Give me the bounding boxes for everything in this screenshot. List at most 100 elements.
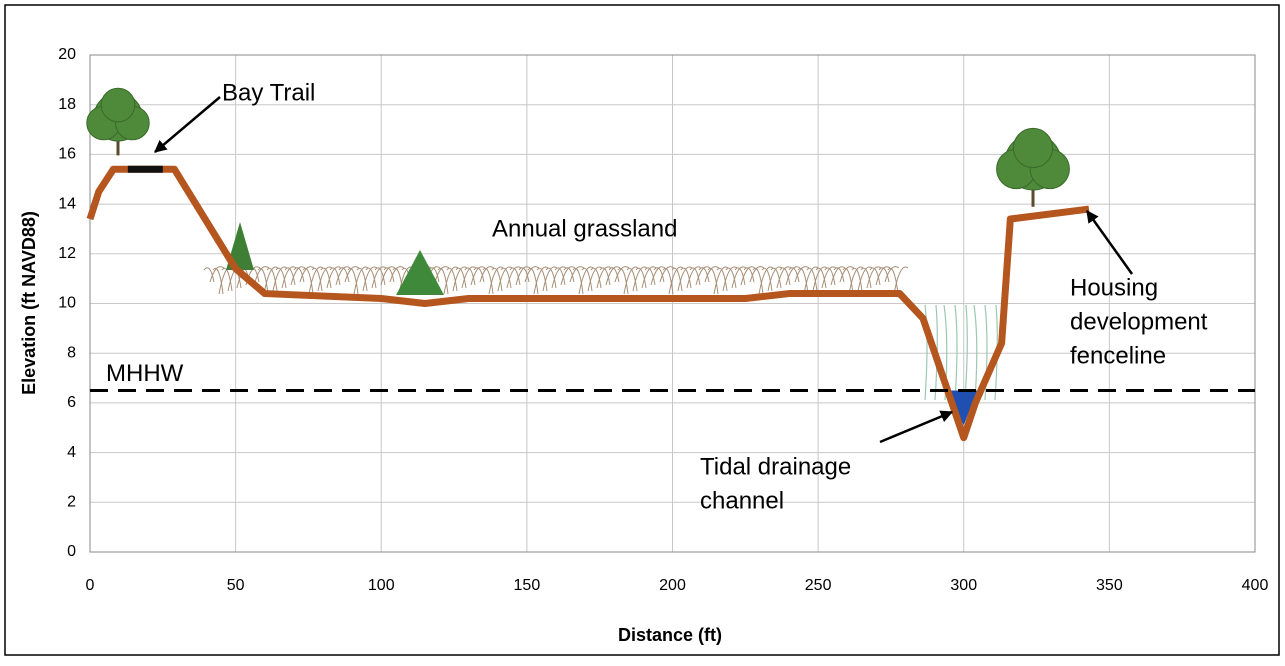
chart-frame (4, 4, 1280, 656)
grass-tuft (707, 266, 729, 295)
grass-tuft (347, 266, 369, 295)
reed (984, 304, 988, 401)
grass-tuft (671, 266, 693, 292)
x-tick-label: 0 (86, 577, 95, 594)
grass-tuft (779, 266, 801, 286)
reed (973, 304, 978, 401)
grass-tuft (311, 266, 333, 292)
grass-tuft (257, 266, 279, 295)
y-tick-label: 18 (58, 96, 76, 113)
grass-tuft (266, 266, 288, 292)
grass-tuft (725, 266, 747, 289)
grass-tuft (842, 266, 864, 295)
grass-tuft (887, 266, 909, 295)
grass-tuft (644, 266, 666, 286)
x-tick-label: 400 (1242, 577, 1269, 594)
reed (924, 304, 928, 401)
y-tick-label: 20 (58, 46, 76, 63)
annotation: Bay Trail (222, 79, 315, 106)
annotation: channel (700, 487, 784, 514)
grass-tuft (635, 266, 657, 289)
grass-tuft (869, 266, 891, 286)
grass-tuft (302, 266, 324, 295)
reed (954, 304, 958, 401)
grass-tuft (851, 266, 873, 292)
y-tick-label: 4 (67, 444, 76, 461)
grass-tuft (482, 266, 504, 295)
grass-tuft (491, 266, 513, 292)
annotation-arrow (154, 96, 221, 153)
grass-tuft (752, 266, 774, 295)
grass-tuft (446, 266, 468, 292)
x-tick-label: 300 (950, 577, 977, 594)
grass-tuft (527, 266, 549, 295)
y-tick-label: 16 (58, 146, 76, 163)
shrub (396, 250, 444, 295)
grass (203, 266, 998, 401)
grass-tuft (365, 266, 387, 289)
grass-tuft (284, 266, 306, 286)
grass-tuft (770, 266, 792, 289)
x-axis-title: Distance (ft) (618, 625, 722, 645)
x-tick-label: 200 (659, 577, 686, 594)
grass-tuft (554, 266, 576, 286)
annotation: Housing (1070, 274, 1158, 301)
grass-tuft (815, 266, 837, 289)
grass-tuft (797, 266, 819, 295)
grass-tuft (689, 266, 711, 286)
x-tick-label: 50 (227, 577, 245, 594)
grass-tuft (626, 266, 648, 292)
grass-tuft (572, 266, 594, 295)
grass-tuft (581, 266, 603, 292)
grass-tuft (761, 266, 783, 292)
grass-tuft (824, 266, 846, 286)
grass-tuft (536, 266, 558, 292)
grass-tuft (455, 266, 477, 289)
y-tick-label: 12 (58, 245, 76, 262)
y-tick-label: 6 (67, 394, 76, 411)
reed (964, 304, 968, 401)
annotation: fenceline (1070, 342, 1166, 369)
plot-border (89, 54, 1256, 553)
grass-tuft (329, 266, 351, 286)
tree-crown (100, 87, 136, 123)
y-tick-label: 14 (58, 195, 76, 212)
grass-tuft (806, 266, 828, 292)
grass-tuft (680, 266, 702, 289)
x-tick-label: 350 (1096, 577, 1123, 594)
grass-tuft (437, 266, 459, 295)
annotation: development (1070, 308, 1208, 335)
grass-tuft (662, 266, 684, 295)
grass-tuft (734, 266, 756, 286)
x-tick-label: 100 (368, 577, 395, 594)
annotation-arrow (879, 410, 954, 444)
grass-tuft (599, 266, 621, 286)
grass-tuft (860, 266, 882, 289)
y-tick-label: 2 (67, 494, 76, 511)
grass-tuft (617, 266, 639, 295)
y-tick-label: 0 (67, 543, 76, 560)
reference-label: MHHW (106, 360, 184, 387)
tree-crown (1012, 127, 1054, 169)
grass-tuft (275, 266, 297, 289)
grass-tuft (356, 266, 378, 292)
grass-tuft (590, 266, 612, 289)
annotation: Annual grassland (492, 215, 677, 242)
y-tick-label: 10 (58, 295, 76, 312)
grass-tuft (500, 266, 522, 289)
grass-tuft (545, 266, 567, 289)
annotation-arrow (1085, 209, 1134, 275)
grass-tuft (374, 266, 396, 286)
annotation: Tidal drainage (700, 453, 851, 480)
grass-tuft (716, 266, 738, 292)
grass-tuft (509, 266, 531, 286)
y-axis-title: Elevation (ft NAVD88) (19, 211, 39, 395)
x-tick-label: 150 (514, 577, 541, 594)
x-tick-label: 250 (805, 577, 832, 594)
grass-tuft (320, 266, 342, 289)
y-tick-label: 8 (67, 344, 76, 361)
grass-tuft (464, 266, 486, 286)
reed (934, 304, 938, 401)
